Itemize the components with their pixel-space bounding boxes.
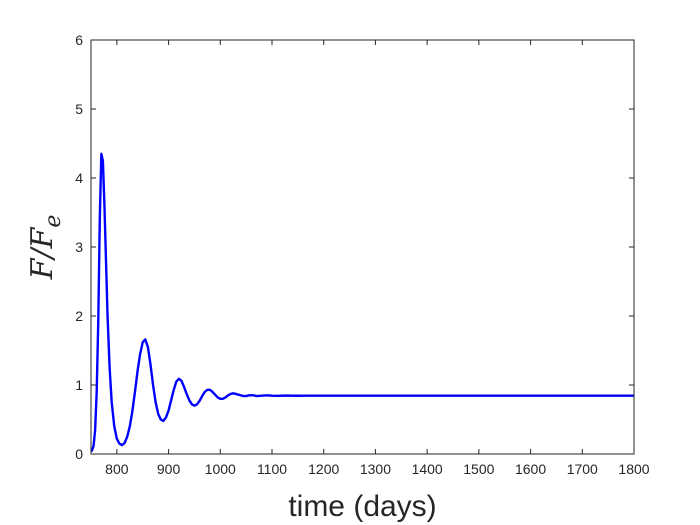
tick-labels-layer: 800 900 1000 1100 1200 1300 1400 1500 1600 1700 18… [75, 32, 650, 477]
y-tick-label: 1 [75, 377, 83, 393]
y-tick-label: 3 [75, 239, 83, 255]
x-tick-label: 800 [105, 461, 129, 477]
x-tick-label: 1700 [567, 461, 598, 477]
x-tick-label: 900 [157, 461, 181, 477]
x-tick-label: 1000 [205, 461, 236, 477]
series-line-0 [91, 152, 634, 452]
x-tick-label: 1500 [463, 461, 494, 477]
x-tick-label: 1400 [412, 461, 443, 477]
y-tick-label: 5 [75, 101, 83, 117]
x-tick-label: 1100 [257, 461, 287, 477]
x-tick-label: 1200 [308, 461, 339, 477]
ticks-layer [91, 39, 635, 455]
plot-area [91, 40, 634, 454]
x-tick-label: 1800 [618, 461, 649, 477]
y-axis-label-main: F/F [25, 226, 60, 280]
y-tick-label: 6 [75, 32, 83, 48]
y-axis-label-subscript: e [41, 215, 66, 228]
x-tick-label: 1300 [360, 461, 391, 477]
y-tick-label: 2 [75, 308, 83, 324]
y-tick-label: 4 [75, 170, 83, 186]
x-tick-label: 1600 [515, 461, 546, 477]
y-axis-label: F/Fe [25, 215, 66, 281]
x-axis-label: time (days) [288, 490, 436, 523]
y-tick-label: 0 [75, 446, 83, 462]
series-layer [91, 152, 634, 452]
